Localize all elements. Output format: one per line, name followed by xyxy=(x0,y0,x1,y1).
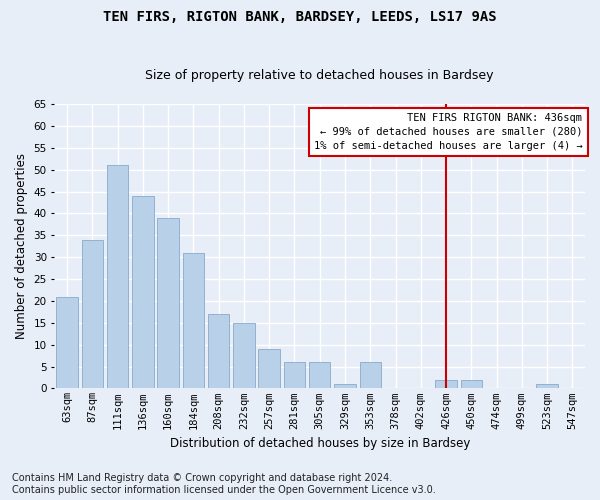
Text: TEN FIRS RIGTON BANK: 436sqm
← 99% of detached houses are smaller (280)
1% of se: TEN FIRS RIGTON BANK: 436sqm ← 99% of de… xyxy=(314,113,583,151)
Bar xyxy=(182,253,204,388)
Bar xyxy=(436,380,457,388)
Y-axis label: Number of detached properties: Number of detached properties xyxy=(15,153,28,339)
Bar xyxy=(107,166,128,388)
Bar xyxy=(132,196,154,388)
Bar xyxy=(208,314,229,388)
Bar xyxy=(157,218,179,388)
Bar xyxy=(233,323,254,388)
Bar xyxy=(309,362,331,388)
Bar xyxy=(359,362,381,388)
Title: Size of property relative to detached houses in Bardsey: Size of property relative to detached ho… xyxy=(145,69,494,82)
Bar xyxy=(82,240,103,388)
Bar xyxy=(461,380,482,388)
Bar xyxy=(536,384,558,388)
Bar xyxy=(56,296,78,388)
X-axis label: Distribution of detached houses by size in Bardsey: Distribution of detached houses by size … xyxy=(170,437,470,450)
Bar xyxy=(259,349,280,389)
Text: TEN FIRS, RIGTON BANK, BARDSEY, LEEDS, LS17 9AS: TEN FIRS, RIGTON BANK, BARDSEY, LEEDS, L… xyxy=(103,10,497,24)
Bar xyxy=(284,362,305,388)
Text: Contains HM Land Registry data © Crown copyright and database right 2024.
Contai: Contains HM Land Registry data © Crown c… xyxy=(12,474,436,495)
Bar xyxy=(334,384,356,388)
